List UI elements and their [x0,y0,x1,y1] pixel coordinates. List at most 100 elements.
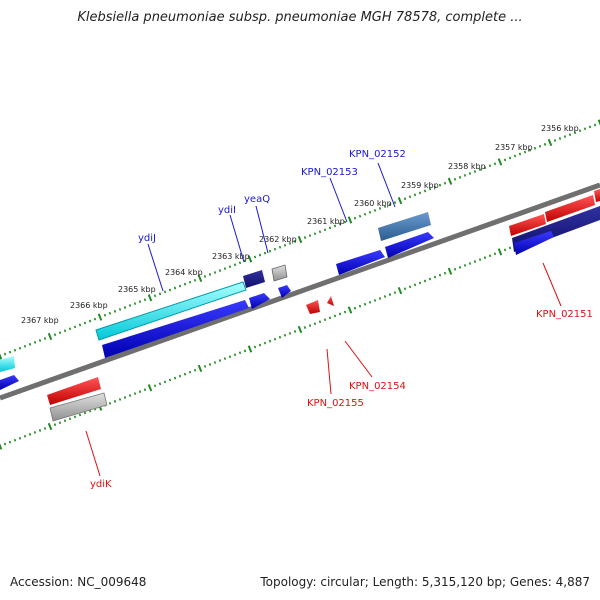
minor-tick [113,399,117,403]
minor-tick [58,421,62,425]
gene-feature[interactable] [385,232,434,258]
minor-tick [33,341,37,344]
minor-tick [178,284,182,288]
minor-tick [128,304,132,307]
scale-label: 2365 kbp [118,285,156,294]
major-tick [297,325,303,334]
gene-label-kpn-02153[interactable]: KPN_02153 [301,167,358,178]
minor-tick [278,335,282,339]
gene-yeaq-feature[interactable] [271,264,288,282]
gene-feature[interactable] [249,293,270,309]
gene-label-ydii[interactable]: ydiI [218,205,236,216]
gene-label-kpn-02155[interactable]: KPN_02155 [307,398,364,409]
minor-tick [23,344,27,348]
gene-feature[interactable] [514,231,554,255]
gene-kpn-02152-feature[interactable] [378,212,431,241]
gene-kpn-02154-feature[interactable] [327,296,334,306]
scale-label: 2364 kbp [165,268,203,277]
gene-label-kpn-02151[interactable]: KPN_02151 [536,309,593,320]
minor-tick [78,323,82,327]
gene-ydij-feature[interactable] [95,281,247,341]
minor-tick [513,154,517,158]
minor-tick [378,297,382,300]
major-tick [97,313,103,321]
minor-tick [508,156,512,160]
leader-line [377,162,396,208]
genome-summary-text: Topology: circular; Length: 5,315,120 bp… [260,575,590,589]
minor-tick [503,158,507,162]
minor-tick [413,283,417,287]
minor-tick [53,333,57,337]
minor-tick [443,271,447,275]
leader-line [344,340,373,378]
minor-tick [273,247,277,251]
minor-tick [158,292,162,296]
minor-tick [433,185,437,189]
minor-tick [63,329,67,333]
minor-tick [328,316,332,320]
minor-tick [458,175,462,179]
gene-feature[interactable] [102,300,249,358]
minor-tick [223,357,227,360]
minor-tick [153,294,157,298]
major-tick [0,353,3,360]
gene-kpn-02155-feature[interactable] [306,300,320,314]
minor-tick [173,376,177,380]
gene-feature[interactable] [509,214,546,236]
minor-tick [438,183,442,187]
major-tick [247,345,253,353]
minor-tick [483,256,487,260]
major-tick [197,274,203,282]
minor-tick [333,314,337,318]
gene-ydii-feature[interactable] [243,270,265,288]
gene-label-kpn-02152[interactable]: KPN_02152 [349,149,406,160]
gene-feature[interactable] [278,285,291,298]
minor-tick [83,411,87,415]
minor-tick [343,220,347,224]
scale-ticks-upper [0,119,600,360]
minor-tick [373,299,377,302]
minor-tick [578,129,582,133]
gene-feature[interactable] [0,356,15,372]
scale-label: 2360 kbp [354,199,392,208]
minor-tick [8,350,12,354]
minor-tick [28,432,32,436]
minor-tick [203,365,207,368]
gene-labels: KPN_02152 KPN_02153 yeaQ ydiI ydiJ KPN_0… [90,149,593,490]
gene-label-ydik[interactable]: ydiK [90,479,112,490]
minor-tick [73,325,77,329]
minor-tick [358,304,362,308]
gene-feature[interactable] [0,375,19,390]
minor-tick [383,295,387,298]
scale-label: 2358 kbp [448,162,486,171]
gene-label-yeaq[interactable]: yeaQ [244,194,270,205]
minor-tick [358,214,362,218]
minor-tick [58,331,62,335]
minor-tick [353,306,357,310]
minor-tick [418,191,422,195]
gene-ydik-feature[interactable] [47,377,101,405]
minor-tick [8,440,12,444]
minor-tick [533,146,537,150]
gene-feature[interactable] [545,195,595,222]
scale-label: 2356 kbp [541,124,579,133]
minor-tick [38,339,42,342]
minor-tick [408,285,412,289]
gene-feature[interactable] [49,392,108,422]
gene-kpn-02153-feature[interactable] [336,250,385,275]
major-tick [47,422,53,431]
minor-tick [158,382,162,386]
minor-tick [178,374,182,378]
gene-label-kpn-02154[interactable]: KPN_02154 [349,381,406,392]
minor-tick [18,346,22,350]
minor-tick [183,372,187,376]
gene-label-ydij[interactable]: ydiJ [138,233,156,244]
minor-tick [173,286,177,290]
minor-tick [233,263,237,267]
minor-tick [308,324,312,327]
minor-tick [213,271,217,274]
cds-features [0,231,554,390]
minor-tick [283,333,287,337]
minor-tick [128,394,132,397]
gene-feature[interactable] [594,189,600,202]
